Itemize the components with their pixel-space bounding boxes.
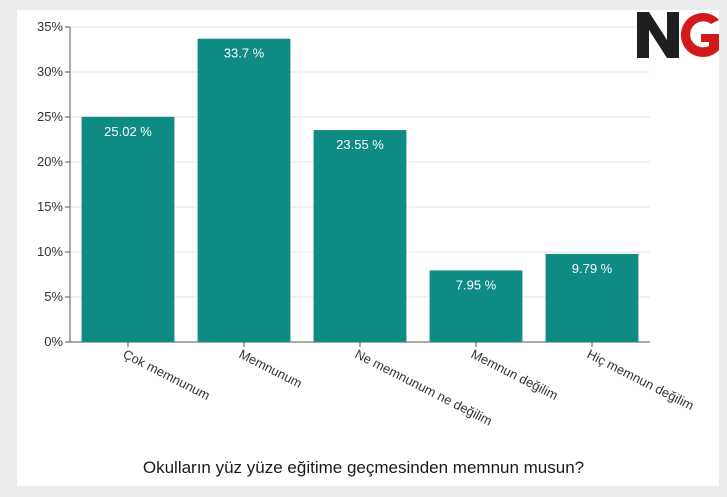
y-tick-label: 20%: [37, 154, 63, 169]
x-category-label: Memnunum: [237, 346, 305, 391]
bar: [429, 270, 523, 342]
logo-g-letter: [680, 12, 719, 57]
data-label: 33.7 %: [224, 46, 265, 61]
data-labels: 25.02 % 33.7 % 23.55 % 7.95 % 9.79 %: [104, 46, 613, 293]
y-tick-label: 15%: [37, 199, 63, 214]
y-tick-label: 35%: [37, 19, 63, 34]
ng-logo: [637, 12, 719, 58]
y-tick-label: 25%: [37, 109, 63, 124]
y-tick-label: 0%: [44, 334, 63, 349]
x-axis-categories: Çok memnunum Memnunum Ne memnunum ne değil…: [121, 342, 697, 429]
bar: [81, 116, 175, 342]
y-tick-label: 30%: [37, 64, 63, 79]
bar: [545, 253, 639, 342]
data-label: 23.55 %: [336, 137, 384, 152]
x-category-label: Çok memnunum: [121, 346, 213, 403]
logo-n-letter: [637, 12, 679, 58]
bar: [197, 38, 291, 342]
data-label: 7.95 %: [456, 277, 497, 292]
x-category-label: Memnun değilim: [469, 346, 561, 403]
data-label: 25.02 %: [104, 124, 152, 139]
data-label: 9.79 %: [572, 261, 613, 276]
y-tick-label: 10%: [37, 244, 63, 259]
y-axis-ticks: 0% 5% 10% 15% 20% 25% 30% 35%: [37, 19, 71, 349]
bar: [313, 130, 407, 342]
bars: [81, 38, 639, 342]
x-axis-title: Okulların yüz yüze eğitime geçmesinden m…: [142, 458, 585, 477]
x-category-label: Hiç memnun değilim: [585, 346, 697, 413]
y-tick-label: 5%: [44, 289, 63, 304]
